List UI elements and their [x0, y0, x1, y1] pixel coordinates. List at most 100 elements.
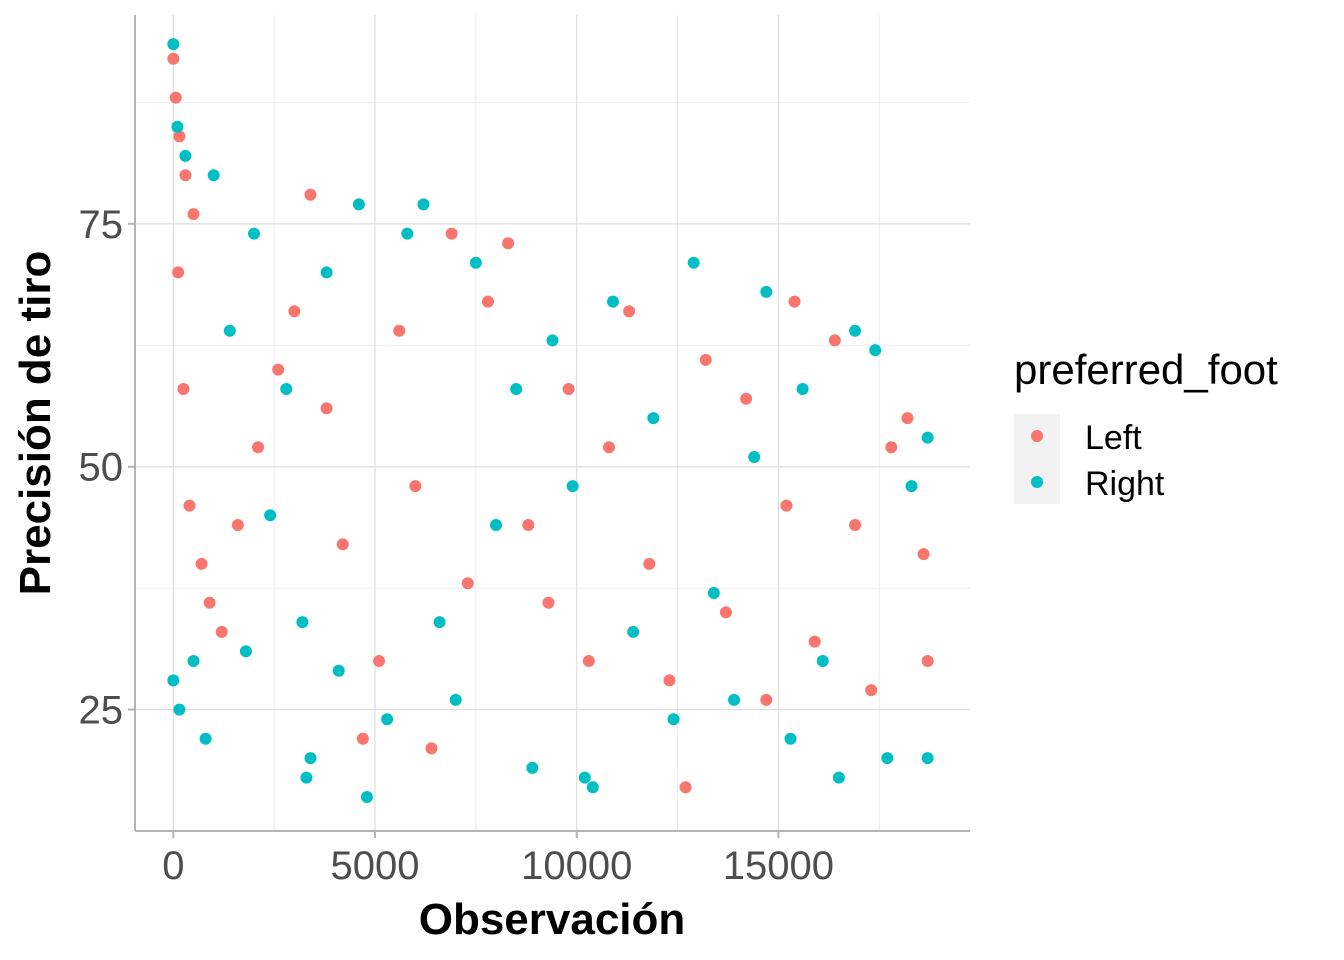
x-tick-label: 15000: [723, 844, 834, 888]
point-right: [300, 771, 313, 784]
y-axis-title: Precisión de tiro: [11, 251, 60, 596]
point-left: [172, 266, 185, 279]
point-right: [921, 431, 934, 444]
point-left: [336, 538, 349, 551]
point-right: [320, 266, 333, 279]
point-left: [195, 557, 208, 570]
point-left: [167, 52, 180, 65]
point-left: [481, 295, 494, 308]
point-left: [445, 227, 458, 240]
point-right: [207, 169, 220, 182]
point-left: [760, 693, 773, 706]
point-left: [917, 548, 930, 561]
point-right: [469, 256, 482, 269]
point-left: [562, 383, 575, 395]
legend-title: preferred_foot: [1014, 346, 1278, 393]
point-left: [461, 577, 474, 590]
point-right: [816, 655, 829, 667]
point-left: [522, 519, 535, 531]
point-right: [566, 480, 579, 493]
point-right: [667, 713, 680, 726]
point-left: [623, 305, 636, 318]
point-left: [304, 188, 317, 201]
point-left: [288, 305, 301, 318]
x-tick-label: 0: [162, 844, 184, 888]
point-right: [687, 256, 700, 269]
point-right: [199, 732, 212, 745]
legend-key-background: [1014, 414, 1060, 504]
series-left: [167, 52, 934, 794]
x-tick-label: 10000: [521, 844, 632, 888]
point-right: [748, 451, 761, 463]
point-left: [177, 383, 190, 395]
point-left: [679, 781, 692, 794]
point-left: [542, 596, 555, 609]
point-right: [490, 519, 503, 531]
point-right: [869, 344, 882, 357]
point-left: [173, 130, 186, 143]
point-left: [502, 237, 515, 250]
point-left: [409, 480, 422, 493]
point-right: [352, 198, 365, 211]
data-points: [167, 38, 934, 803]
legend-key-left: [1031, 430, 1043, 442]
point-left: [179, 169, 192, 182]
point-left: [425, 742, 438, 755]
point-right: [546, 334, 559, 347]
point-right: [167, 38, 180, 51]
legend: preferred_foot Left Right: [1014, 346, 1278, 504]
point-left: [252, 441, 265, 454]
x-tick-label: 5000: [331, 844, 420, 888]
point-right: [167, 674, 180, 687]
point-right: [849, 324, 862, 337]
point-right: [707, 587, 720, 599]
point-left: [231, 519, 244, 531]
point-right: [796, 383, 809, 395]
point-right: [784, 732, 797, 745]
point-left: [849, 519, 862, 531]
point-left: [788, 295, 801, 308]
legend-key-right: [1031, 476, 1043, 488]
point-right: [433, 616, 446, 629]
point-right: [760, 285, 773, 298]
x-axis-title: Observación: [419, 895, 686, 944]
point-left: [215, 625, 228, 638]
point-right: [526, 761, 539, 774]
point-left: [699, 353, 712, 366]
point-left: [169, 91, 182, 104]
point-left: [203, 596, 216, 609]
point-right: [304, 752, 317, 765]
point-left: [602, 441, 615, 454]
point-left: [780, 499, 793, 512]
point-right: [179, 149, 192, 162]
point-left: [828, 334, 841, 347]
point-right: [586, 781, 599, 794]
point-left: [373, 655, 386, 667]
point-right: [881, 752, 894, 765]
point-left: [356, 732, 369, 745]
point-right: [296, 616, 309, 629]
point-left: [320, 402, 333, 415]
point-left: [719, 606, 732, 619]
point-right: [247, 227, 260, 240]
point-right: [449, 693, 462, 706]
point-right: [187, 655, 200, 667]
point-right: [832, 771, 845, 784]
point-right: [280, 383, 293, 395]
point-left: [901, 412, 914, 425]
point-left: [183, 499, 196, 512]
point-left: [643, 557, 656, 570]
point-left: [740, 392, 753, 405]
point-right: [239, 645, 252, 658]
point-right: [578, 771, 591, 784]
point-left: [808, 635, 821, 648]
point-right: [171, 120, 184, 133]
point-right: [905, 480, 918, 493]
point-right: [728, 693, 741, 706]
y-tick-label: 50: [79, 446, 124, 490]
legend-label-right: Right: [1085, 465, 1165, 503]
point-left: [885, 441, 898, 454]
point-right: [417, 198, 430, 211]
point-left: [663, 674, 676, 687]
